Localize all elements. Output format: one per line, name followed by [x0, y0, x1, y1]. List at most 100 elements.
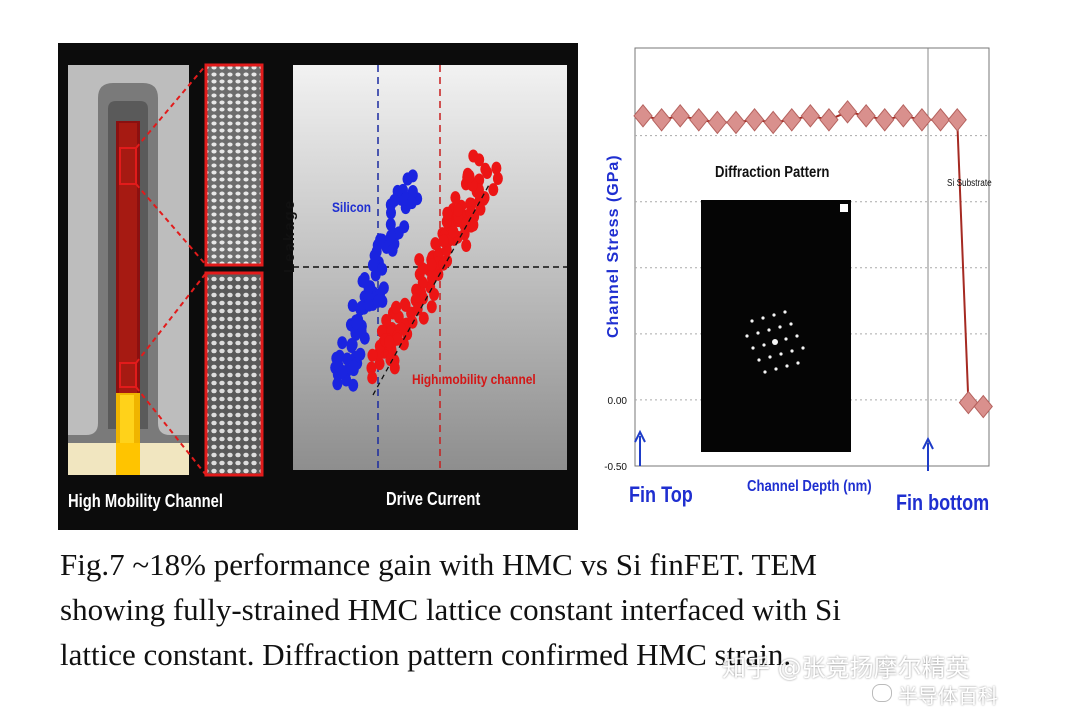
silicon-point [348, 360, 359, 374]
fin-top-label: Fin Top [629, 482, 693, 507]
stress-point [726, 110, 746, 135]
caption-line-2: showing fully-strained HMC lattice const… [60, 592, 841, 627]
hmc-point [442, 206, 453, 220]
diffraction-spot [778, 325, 782, 329]
stress-point [893, 104, 913, 128]
chart-x-label: Channel Depth (nm) [747, 478, 872, 495]
hmc-point [392, 332, 403, 346]
hmc-point [488, 183, 499, 197]
silicon-point [378, 281, 389, 295]
hmc-point [459, 227, 470, 241]
silicon-point [367, 258, 378, 272]
stress-point [912, 107, 932, 132]
stress-point [837, 100, 858, 124]
caption-line-1: Fig.7 ~18% performance gain with HMC vs … [60, 547, 817, 582]
hmc-point [429, 287, 440, 301]
diffraction-spot [768, 355, 772, 359]
diffraction-spot [785, 364, 789, 368]
hmc-point [384, 335, 395, 349]
hmc-point [461, 239, 472, 252]
fin-cross-section [68, 64, 207, 476]
silicon-point [393, 226, 404, 240]
hmc-point [453, 203, 463, 217]
silicon-point [364, 298, 374, 312]
hmc-point [367, 371, 378, 385]
tem-lattice-images [204, 63, 264, 477]
hmc-point [412, 302, 423, 316]
hmc-point [438, 234, 449, 248]
hmc-point [426, 258, 437, 272]
hmc-point [430, 237, 441, 251]
hmc-point [414, 253, 425, 267]
hmc-point [399, 297, 410, 311]
stress-point [707, 110, 728, 135]
stress-point [651, 107, 672, 132]
fin-bottom-arrow [922, 436, 934, 471]
hmc-point [464, 169, 475, 183]
silicon-point [372, 294, 383, 308]
stress-markers [633, 100, 993, 419]
fin-label: High Mobility Channel [68, 491, 223, 511]
hmc-point [465, 206, 476, 219]
hmc-point [427, 268, 438, 282]
silicon-label: Silicon [332, 199, 372, 215]
silicon-point [342, 352, 353, 366]
inset-title: Diffraction Pattern [715, 164, 830, 181]
stress-point [947, 107, 967, 132]
hmc-point [479, 191, 490, 205]
stress-point [689, 107, 709, 132]
hmc-point [391, 300, 402, 314]
stress-point [875, 107, 895, 132]
silicon-point [337, 365, 348, 378]
diffraction-spot [779, 352, 783, 356]
watermark-line-1: 知乎 @张竞扬摩尔精英 [722, 654, 970, 682]
silicon-point [402, 172, 413, 186]
silicon-point [355, 302, 366, 316]
watermark-line-2: 半导体百科 [898, 684, 998, 708]
chart-y-label: Channel Stress (GPa) [605, 154, 622, 338]
stress-point [633, 104, 653, 128]
wechat-icon [872, 684, 892, 702]
hmc-point [480, 162, 491, 176]
hmc-point [418, 291, 429, 305]
hmc-point [367, 348, 378, 362]
silicon-point [363, 281, 374, 295]
hmc-point [438, 257, 449, 271]
stress-point [800, 104, 820, 128]
stress-point [744, 107, 765, 132]
stress-chart: 0.00 -0.50 Channel Stress (GPa) Diffracti… [597, 46, 997, 526]
hmc-point [411, 283, 422, 297]
diffraction-spots [745, 310, 805, 374]
silicon-data-cloud [330, 169, 423, 392]
hmc-point [492, 172, 503, 185]
diffraction-spot [762, 343, 766, 347]
diffraction-spot [761, 316, 765, 320]
tem-composite-panel: High Mobility Channel Drive Current Leak… [58, 43, 578, 530]
diffraction-spot [774, 367, 778, 371]
diffraction-spot [801, 346, 805, 350]
hmc-point [475, 202, 486, 216]
diffraction-spot [784, 337, 788, 341]
stress-point [856, 104, 876, 128]
diffraction-spot [751, 346, 755, 350]
silicon-point [406, 196, 417, 210]
stress-point [958, 390, 979, 415]
diffraction-spot [763, 370, 767, 374]
hmc-point [417, 276, 428, 290]
silicon-point [407, 185, 418, 198]
silicon-point [355, 347, 366, 361]
diffraction-spot [789, 322, 793, 326]
hmc-point [448, 225, 459, 239]
fin-top-arrow [634, 429, 646, 466]
silicon-point [375, 233, 386, 247]
hmc-point [491, 161, 502, 175]
diffraction-spot [745, 334, 749, 338]
diffraction-spot [750, 319, 754, 323]
stress-point [819, 107, 839, 132]
caption-line-3: lattice constant. Diffraction pattern co… [60, 637, 792, 672]
silicon-point [385, 229, 396, 243]
hmc-point [389, 354, 400, 368]
hmc-point [474, 153, 485, 167]
hmc-point [461, 217, 471, 230]
stress-chart-svg: 0.00 -0.50 [604, 47, 993, 473]
